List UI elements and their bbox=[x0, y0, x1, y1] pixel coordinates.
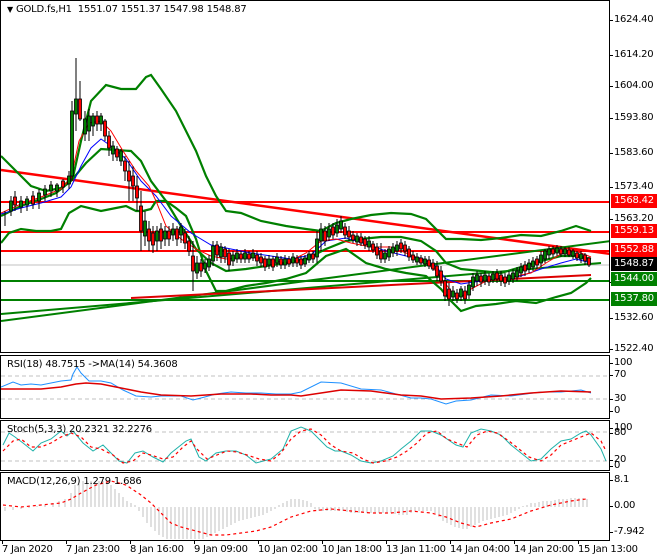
price-tick: 1604.00 bbox=[609, 80, 654, 91]
time-label: 8 Jan 16:00 bbox=[130, 540, 184, 555]
rsi-tick: 30 bbox=[609, 393, 627, 404]
price-tick: 1583.60 bbox=[609, 147, 654, 158]
time-label: 10 Jan 18:00 bbox=[322, 540, 382, 555]
price-tick: 1614.20 bbox=[609, 49, 654, 60]
triangle-down-icon[interactable]: ▼ bbox=[7, 5, 13, 14]
stochastic-panel[interactable]: Stoch(5,3,3) 20.2321 32.2276 bbox=[0, 420, 610, 471]
price-tick: 1532.60 bbox=[609, 312, 654, 323]
level-label-1537: 1537.80 bbox=[611, 292, 657, 306]
macd-tick: 8.1 bbox=[609, 474, 630, 485]
rsi-tick: 70 bbox=[609, 369, 627, 380]
time-label: 7 Jan 23:00 bbox=[66, 540, 120, 555]
time-label: 10 Jan 02:00 bbox=[258, 540, 318, 555]
macd-tick: -7.942 bbox=[609, 526, 645, 537]
price-tick: 1563.20 bbox=[609, 213, 654, 224]
stoch-tick: 80 bbox=[609, 427, 627, 438]
macd-axis: 8.1 0.00 -7.942 bbox=[609, 472, 660, 541]
stoch-tick: 20 bbox=[609, 454, 627, 465]
price-axis: 1624.40 1614.20 1604.00 1593.80 1583.60 … bbox=[609, 0, 660, 354]
price-tick: 1624.40 bbox=[609, 14, 654, 25]
rsi-axis: 100 70 30 0 bbox=[609, 355, 660, 419]
time-label: 15 Jan 13:00 bbox=[578, 540, 638, 555]
macd-tick: 0.00 bbox=[609, 500, 636, 511]
stoch-tick: 100 bbox=[609, 422, 633, 433]
level-label-1568: 1568.42 bbox=[611, 194, 657, 208]
rsi-tick: 0 bbox=[609, 405, 621, 416]
price-chart-panel[interactable]: ▼ GOLD.fs,H1 1551.07 1551.37 1547.98 154… bbox=[0, 0, 610, 353]
chart-title: ▼ GOLD.fs,H1 1551.07 1551.37 1547.98 154… bbox=[7, 4, 247, 15]
stoch-tick: 0 bbox=[609, 460, 621, 471]
price-tick: 1522.40 bbox=[609, 343, 654, 354]
time-label: 14 Jan 20:00 bbox=[514, 540, 574, 555]
price-tick: 1593.80 bbox=[609, 112, 654, 123]
time-label: 7 Jan 2020 bbox=[2, 540, 53, 555]
symbol-label: GOLD.fs,H1 bbox=[15, 4, 72, 15]
price-tick: 1573.40 bbox=[609, 181, 654, 192]
stochastic-canvas bbox=[1, 426, 609, 464]
time-label: 9 Jan 09:00 bbox=[194, 540, 248, 555]
rsi-canvas bbox=[1, 366, 609, 405]
time-label: 13 Jan 11:00 bbox=[386, 540, 446, 555]
rsi-title: RSI(18) 48.7515 ->MA(14) 54.3608 bbox=[7, 359, 178, 370]
level-label-1552: 1552.88 bbox=[611, 243, 657, 257]
rsi-tick: 100 bbox=[609, 357, 633, 368]
time-axis: 7 Jan 2020 7 Jan 23:00 8 Jan 16:00 9 Jan… bbox=[0, 540, 638, 560]
stochastic-title: Stoch(5,3,3) 20.2321 32.2276 bbox=[7, 424, 152, 435]
macd-title: MACD(12,26,9) 1.279 1.686 bbox=[7, 476, 142, 487]
rsi-panel[interactable]: RSI(18) 48.7515 ->MA(14) 54.3608 bbox=[0, 355, 610, 419]
level-label-1544: 1544.00 bbox=[611, 272, 657, 286]
price-chart-canvas bbox=[1, 58, 609, 322]
candles bbox=[4, 58, 591, 306]
stochastic-axis: 100 80 20 0 bbox=[609, 420, 660, 471]
macd-canvas bbox=[2, 480, 588, 539]
level-label-1559: 1559.13 bbox=[611, 224, 657, 238]
current-price-label: 1548.87 bbox=[611, 257, 657, 271]
time-label: 14 Jan 04:00 bbox=[450, 540, 510, 555]
ohlc-values: 1551.07 1551.37 1547.98 1548.87 bbox=[77, 4, 247, 15]
macd-panel[interactable]: MACD(12,26,9) 1.279 1.686 bbox=[0, 472, 610, 541]
